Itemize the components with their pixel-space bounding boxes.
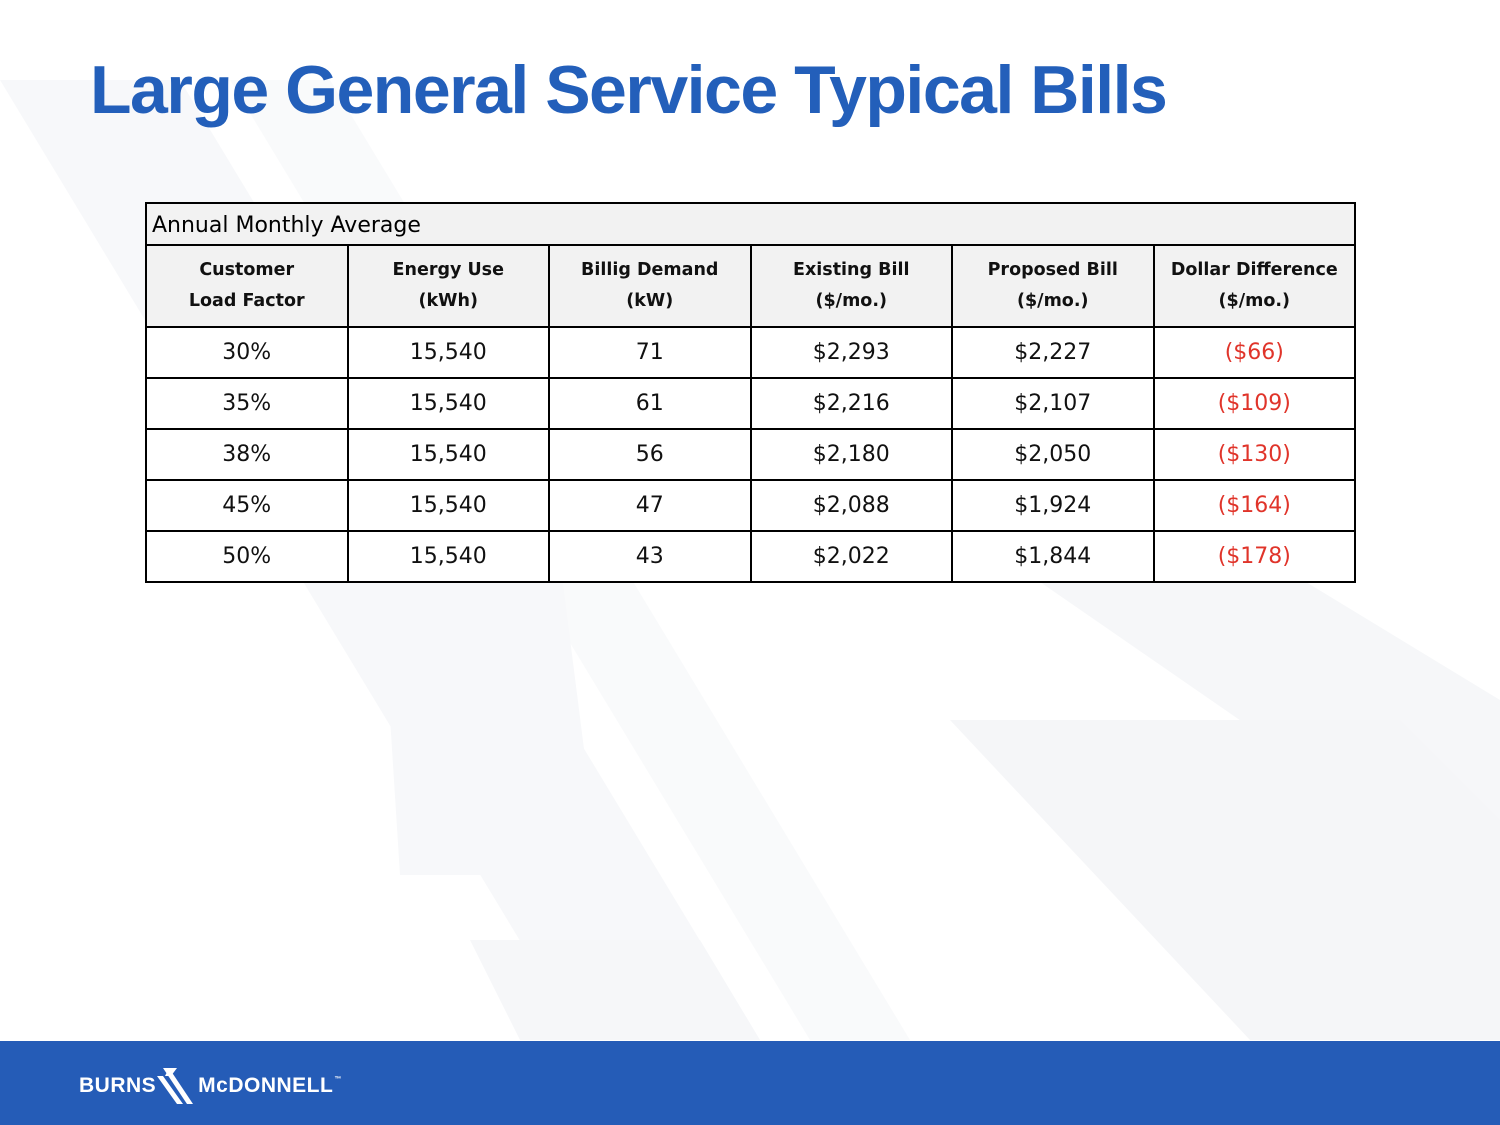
table-row: 30% 15,540 71 $2,293 $2,227 ($66) <box>145 326 1357 379</box>
proposed-bill-cell: $2,050 <box>951 428 1155 481</box>
energy-use-cell: 15,540 <box>346 326 550 379</box>
billing-demand-cell: 61 <box>548 377 752 430</box>
energy-use-cell: 15,540 <box>346 479 550 532</box>
existing-bill-cell: $2,088 <box>749 479 953 532</box>
existing-bill-cell: $2,216 <box>749 377 953 430</box>
header-line: Energy Use <box>392 260 504 280</box>
header-line: Billig Demand <box>581 260 719 280</box>
page-title: Large General Service Typical Bills <box>90 52 1168 128</box>
header-line: Existing Bill <box>793 260 910 280</box>
header-line: Customer <box>199 260 295 280</box>
energy-use-cell: 15,540 <box>346 428 550 481</box>
header-line: ($/mo.) <box>815 291 887 311</box>
dollar-difference-cell: ($109) <box>1152 377 1357 430</box>
logo-text-right: McDONNELL <box>198 1074 334 1097</box>
proposed-bill-cell: $2,227 <box>951 326 1155 379</box>
column-header-existing-bill: Existing Bill ($/mo.) <box>749 244 953 328</box>
dollar-difference-cell: ($66) <box>1152 326 1357 379</box>
header-line: ($/mo.) <box>1218 291 1291 311</box>
proposed-bill-cell: $2,107 <box>951 377 1155 430</box>
table-row: 50% 15,540 43 $2,022 $1,844 ($178) <box>145 530 1357 583</box>
table-row: 38% 15,540 56 $2,180 $2,050 ($130) <box>145 428 1357 481</box>
existing-bill-cell: $2,293 <box>749 326 953 379</box>
energy-use-cell: 15,540 <box>346 530 550 583</box>
table-row: 35% 15,540 61 $2,216 $2,107 ($109) <box>145 377 1357 430</box>
dollar-difference-cell: ($130) <box>1152 428 1357 481</box>
column-header-energy-use: Energy Use (kWh) <box>346 244 550 328</box>
table-caption: Annual Monthly Average <box>144 202 1357 246</box>
dollar-difference-cell: ($164) <box>1152 479 1357 532</box>
existing-bill-cell: $2,022 <box>749 530 953 583</box>
energy-use-cell: 15,540 <box>346 377 550 430</box>
existing-bill-cell: $2,180 <box>749 428 953 481</box>
proposed-bill-cell: $1,924 <box>951 479 1155 532</box>
typical-bills-table: Annual Monthly Average Customer Load Fac… <box>144 202 1357 583</box>
billing-demand-cell: 47 <box>548 479 752 532</box>
column-header-proposed-bill: Proposed Bill ($/mo.) <box>951 244 1155 328</box>
load-factor-cell: 45% <box>145 479 349 532</box>
column-header-load-factor: Customer Load Factor <box>145 244 349 328</box>
billing-demand-cell: 56 <box>548 428 752 481</box>
load-factor-cell: 35% <box>145 377 349 430</box>
logo-text-left: BURNS <box>79 1074 157 1097</box>
header-line: ($/mo.) <box>1017 291 1089 311</box>
header-line: (kW) <box>626 291 674 311</box>
billing-demand-cell: 71 <box>548 326 752 379</box>
header-line: Proposed Bill <box>987 260 1118 280</box>
load-factor-cell: 50% <box>145 530 349 583</box>
footer-bar <box>0 1041 1500 1125</box>
load-factor-cell: 30% <box>145 326 349 379</box>
load-factor-cell: 38% <box>145 428 349 481</box>
logo-trademark: ™ <box>334 1076 342 1083</box>
logo-ampersand-icon <box>157 1066 197 1106</box>
company-logo: BURNS McDONNELL ™ <box>79 1066 342 1106</box>
column-header-billing-demand: Billig Demand (kW) <box>548 244 752 328</box>
table-header-row: Customer Load Factor Energy Use (kWh) Bi… <box>145 244 1357 328</box>
table-row: 45% 15,540 47 $2,088 $1,924 ($164) <box>145 479 1357 532</box>
header-line: (kWh) <box>418 291 478 311</box>
header-line: Load Factor <box>188 291 305 311</box>
proposed-bill-cell: $1,844 <box>951 530 1155 583</box>
billing-demand-cell: 43 <box>548 530 752 583</box>
dollar-difference-cell: ($178) <box>1152 530 1357 583</box>
header-line: Dollar Difference <box>1170 260 1338 280</box>
column-header-dollar-difference: Dollar Difference ($/mo.) <box>1152 244 1357 328</box>
